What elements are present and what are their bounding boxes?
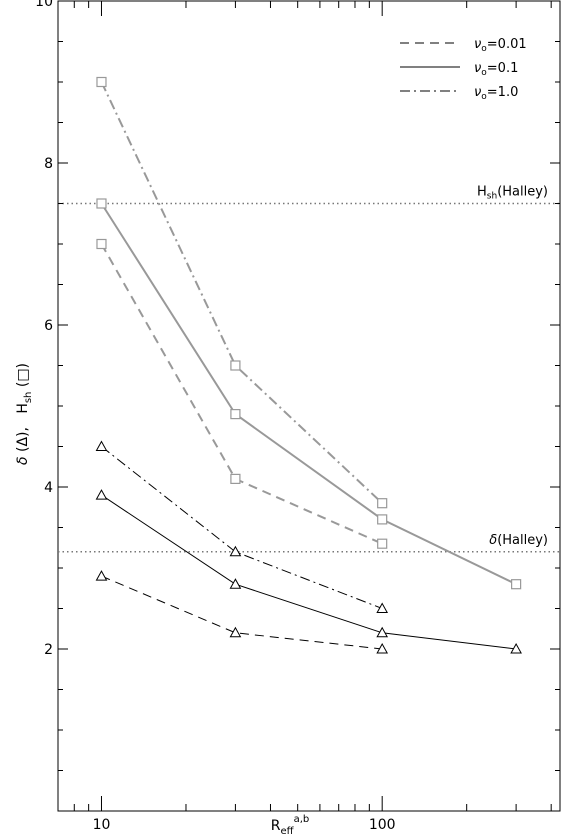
data-point-triangle xyxy=(95,489,108,500)
data-point-square xyxy=(96,198,107,209)
data-point-triangle xyxy=(376,626,389,638)
data-point-square xyxy=(511,579,522,590)
series-group xyxy=(95,76,522,654)
legend-entry-label: νo=0.1 xyxy=(474,61,518,78)
y-tick-label: 4 xyxy=(44,480,53,496)
y-axis-label-sub: sh xyxy=(23,392,34,404)
x-axis-label-main: R xyxy=(271,818,281,834)
data-point-triangle xyxy=(229,626,242,638)
series-line xyxy=(100,243,383,545)
y-axis-label-delta: δ xyxy=(15,456,31,465)
y-axis-label-end: (□) xyxy=(15,363,31,392)
x-axis-label-sub: eff xyxy=(281,826,295,837)
data-point-square xyxy=(96,76,107,88)
y-tick-label: 10 xyxy=(35,0,53,10)
data-point-triangle xyxy=(95,570,108,581)
y-tick-label: 2 xyxy=(44,642,53,658)
data-point-square xyxy=(230,360,241,371)
axis-ticks: 2 4 6 8 10 10 100 xyxy=(35,0,560,833)
data-point-square xyxy=(377,538,388,549)
plot-frame xyxy=(57,0,561,812)
series-h-sh-nu-0.1 xyxy=(96,198,522,590)
y-axis-label-mid: (Δ), H xyxy=(15,403,31,456)
legend-entry-label: νo=0.01 xyxy=(474,37,527,54)
x-tick-label: 100 xyxy=(369,817,396,833)
series-h-sh-nu-0.01 xyxy=(96,238,388,549)
series-line xyxy=(100,202,517,586)
data-point-triangle xyxy=(229,545,242,557)
series-line xyxy=(101,494,517,650)
data-point-triangle xyxy=(95,440,108,451)
y-tick-label: 6 xyxy=(44,318,53,334)
reference-line-label: Hsh(Halley) xyxy=(477,185,548,202)
data-point-square xyxy=(230,473,241,484)
data-point-square xyxy=(377,498,388,509)
legend-entry-label: νo=1.0 xyxy=(474,85,518,102)
y-axis-label: δ (Δ), Hsh (□) xyxy=(15,363,34,465)
data-point-square xyxy=(377,514,388,525)
legend: νo=0.01 νo=0.1 νo=1.0 xyxy=(400,37,527,102)
series-line xyxy=(100,81,383,504)
reference-line-label: δ(Halley) xyxy=(489,533,548,548)
x-axis-label: Reffa,b xyxy=(271,814,309,837)
series-h-sh-nu-1.0 xyxy=(96,76,388,509)
data-point-triangle xyxy=(510,642,522,654)
y-tick-label: 8 xyxy=(44,156,53,172)
reference-lines: Hsh(Halley) δ(Halley) xyxy=(58,185,560,553)
data-point-triangle xyxy=(229,578,242,589)
x-axis-label-sup: a,b xyxy=(294,814,310,825)
series-line xyxy=(101,446,383,609)
data-point-triangle xyxy=(376,602,389,613)
x-tick-label: 10 xyxy=(93,817,111,833)
series-delta-nu-1.0 xyxy=(95,440,389,613)
data-point-triangle xyxy=(376,642,389,654)
series-delta-nu-0.01 xyxy=(95,570,389,654)
series-line xyxy=(101,575,383,650)
series-delta-nu-0.1 xyxy=(95,489,522,654)
data-point-square xyxy=(96,238,107,250)
data-point-square xyxy=(230,409,241,420)
